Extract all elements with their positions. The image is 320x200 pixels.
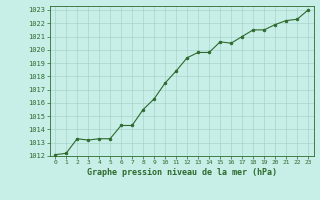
X-axis label: Graphe pression niveau de la mer (hPa): Graphe pression niveau de la mer (hPa) (87, 168, 276, 177)
